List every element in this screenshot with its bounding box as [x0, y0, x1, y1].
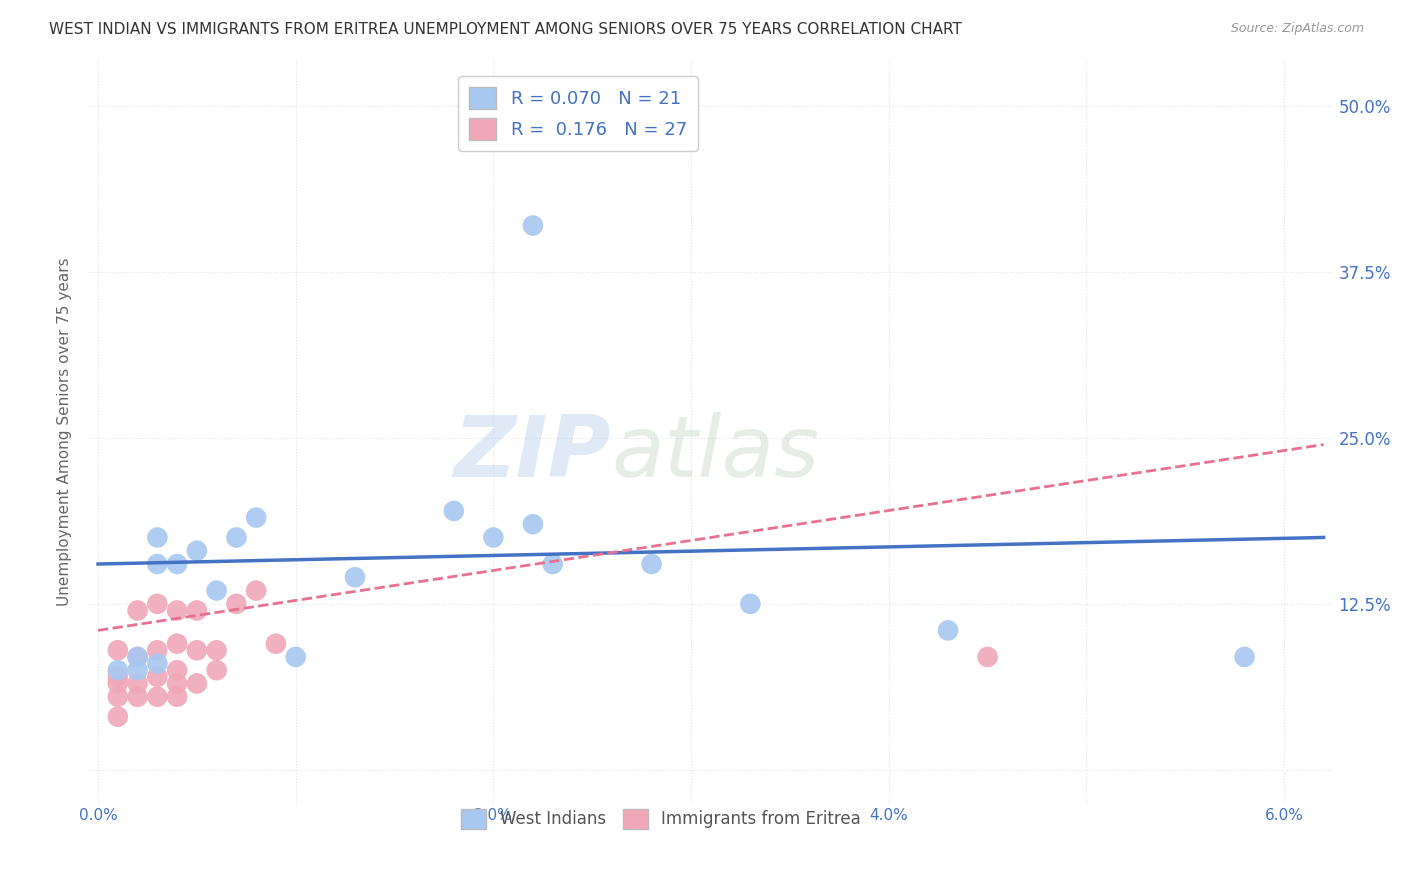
Point	[522, 219, 544, 233]
Point	[344, 570, 367, 584]
Point	[186, 676, 208, 690]
Point	[640, 557, 662, 571]
Point	[284, 649, 307, 664]
Point	[205, 643, 228, 657]
Point	[146, 597, 169, 611]
Point	[146, 690, 169, 704]
Point	[146, 531, 169, 545]
Point	[245, 583, 267, 598]
Point	[166, 603, 188, 617]
Point	[443, 504, 465, 518]
Point	[482, 531, 505, 545]
Point	[166, 690, 188, 704]
Text: WEST INDIAN VS IMMIGRANTS FROM ERITREA UNEMPLOYMENT AMONG SENIORS OVER 75 YEARS : WEST INDIAN VS IMMIGRANTS FROM ERITREA U…	[49, 22, 962, 37]
Point	[107, 663, 129, 677]
Text: Source: ZipAtlas.com: Source: ZipAtlas.com	[1230, 22, 1364, 36]
Point	[146, 670, 169, 684]
Point	[205, 583, 228, 598]
Text: ZIP: ZIP	[454, 412, 612, 495]
Point	[740, 597, 762, 611]
Point	[127, 676, 149, 690]
Point	[127, 649, 149, 664]
Point	[1233, 649, 1256, 664]
Point	[146, 557, 169, 571]
Point	[127, 690, 149, 704]
Point	[166, 557, 188, 571]
Point	[146, 643, 169, 657]
Point	[127, 649, 149, 664]
Point	[264, 637, 287, 651]
Point	[245, 510, 267, 524]
Point	[107, 643, 129, 657]
Legend: West Indians, Immigrants from Eritrea: West Indians, Immigrants from Eritrea	[454, 802, 868, 836]
Point	[186, 643, 208, 657]
Point	[522, 517, 544, 532]
Point	[107, 676, 129, 690]
Text: atlas: atlas	[612, 412, 820, 495]
Y-axis label: Unemployment Among Seniors over 75 years: Unemployment Among Seniors over 75 years	[58, 257, 72, 606]
Point	[146, 657, 169, 671]
Point	[127, 663, 149, 677]
Point	[225, 531, 247, 545]
Point	[541, 557, 564, 571]
Point	[107, 709, 129, 723]
Point	[107, 670, 129, 684]
Point	[936, 624, 959, 638]
Point	[976, 649, 998, 664]
Point	[166, 663, 188, 677]
Point	[166, 676, 188, 690]
Point	[225, 597, 247, 611]
Point	[205, 663, 228, 677]
Point	[186, 603, 208, 617]
Point	[107, 690, 129, 704]
Point	[186, 543, 208, 558]
Point	[166, 637, 188, 651]
Point	[127, 603, 149, 617]
